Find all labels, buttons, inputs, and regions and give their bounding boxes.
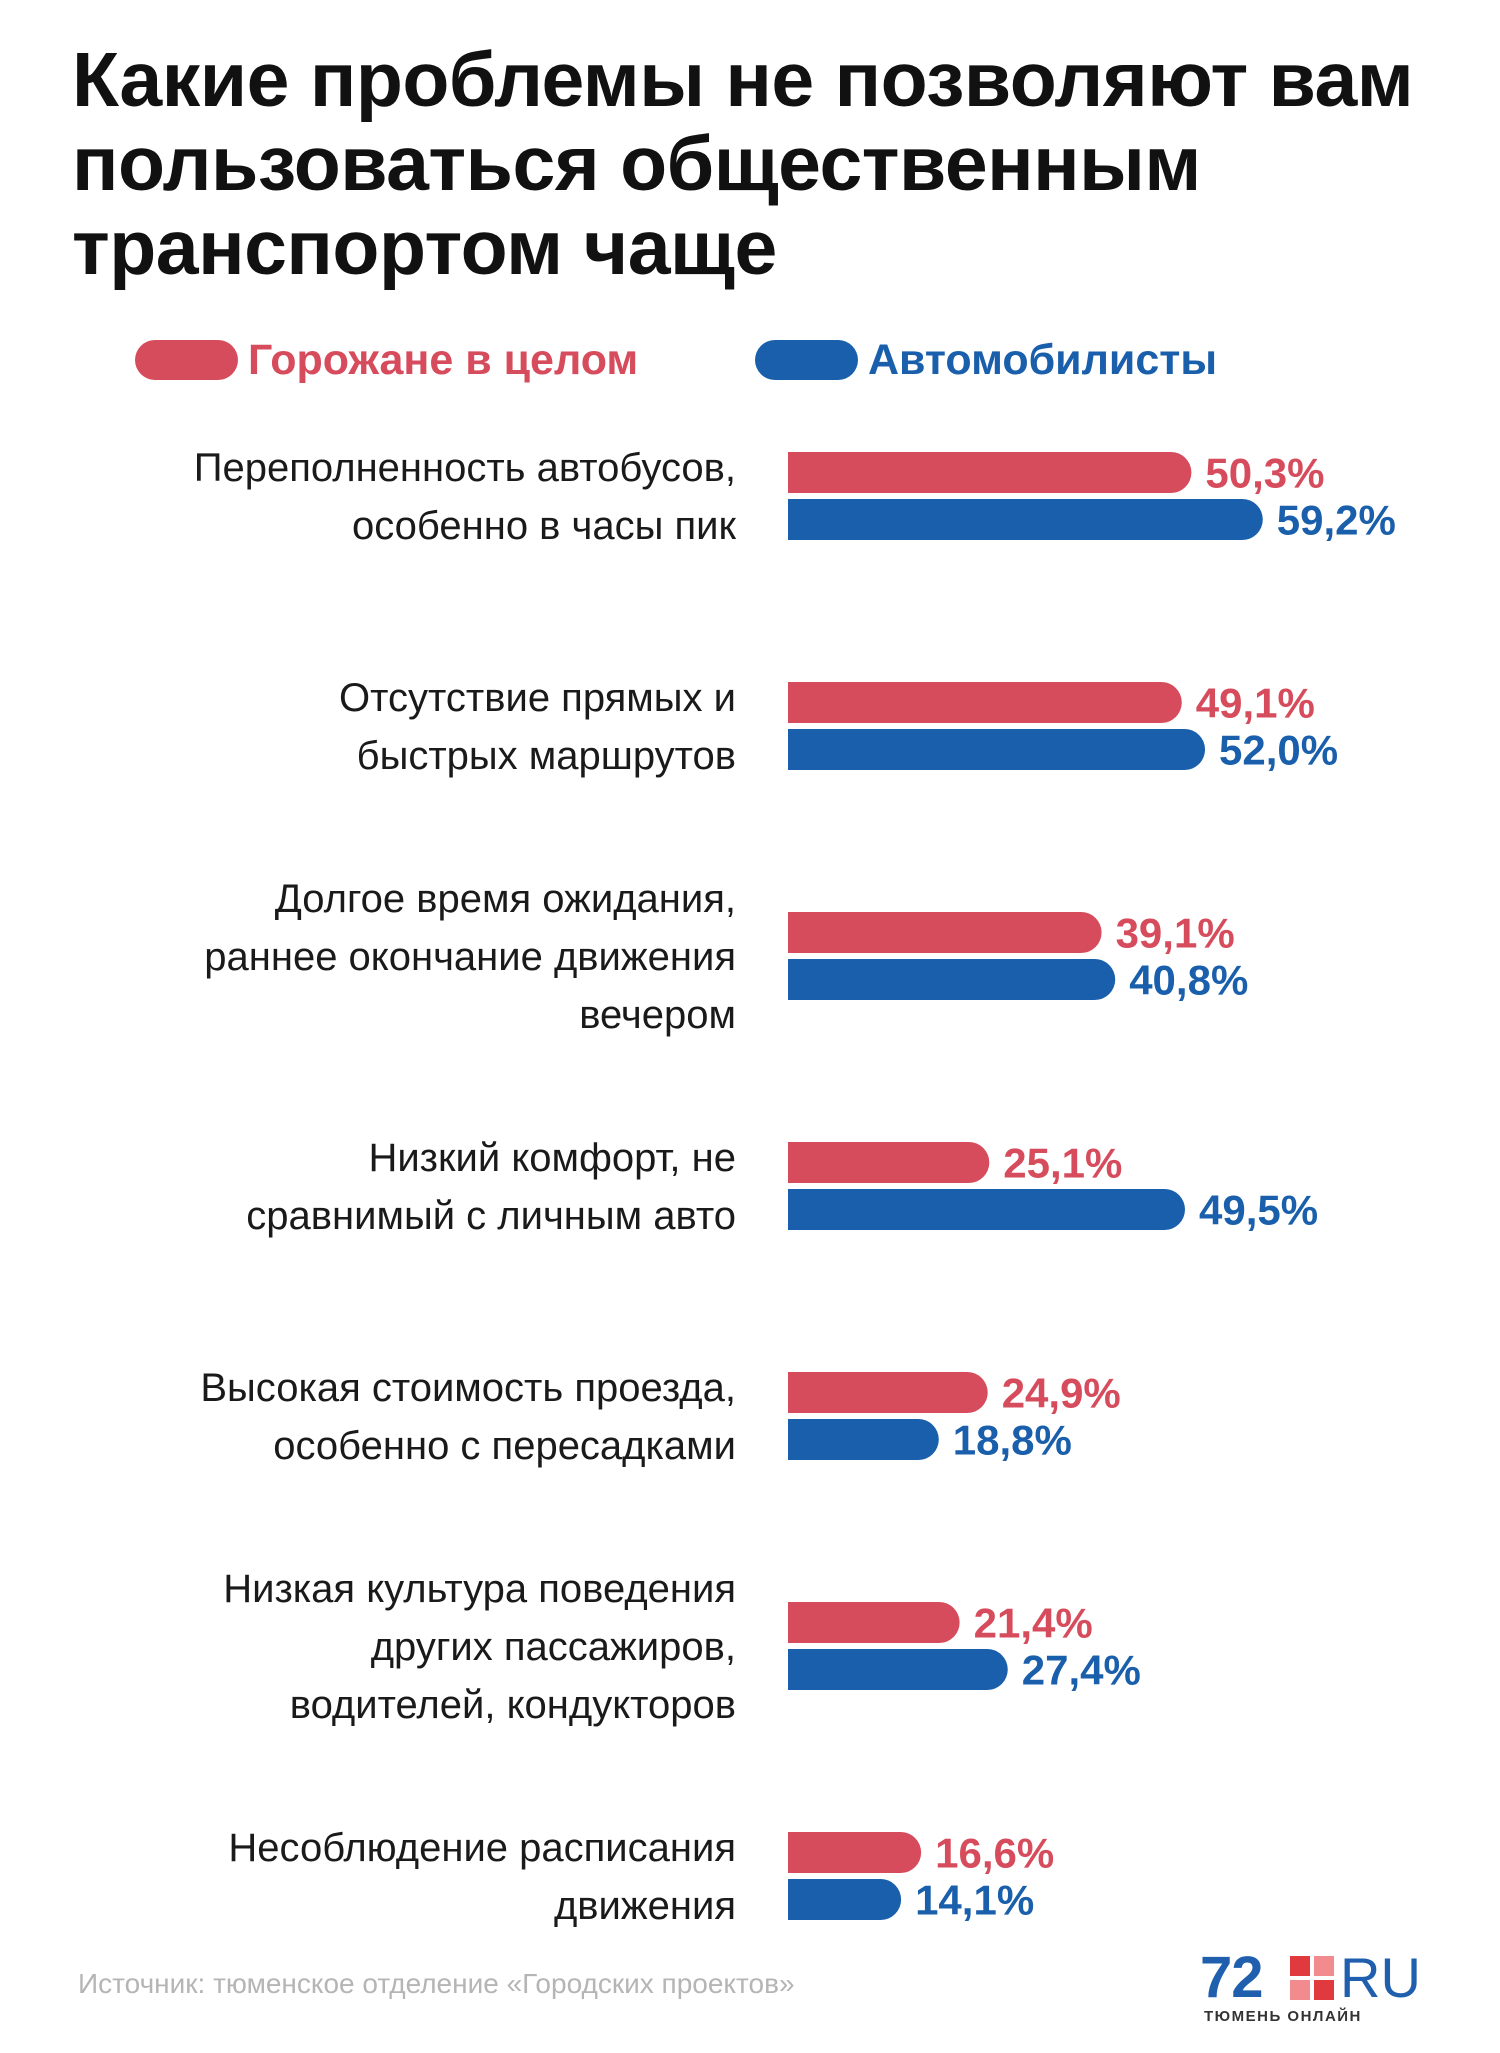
value-label-citizens: 16,6% (935, 1830, 1054, 1877)
value-label-drivers: 14,1% (915, 1877, 1034, 1924)
bar-citizens (788, 682, 1182, 723)
logo-suffix: RU (1340, 1946, 1421, 2009)
logo-72ru: 72 RU ТЮМЕНЬ ОНЛАЙН (1200, 1948, 1440, 2028)
value-label-drivers: 18,8% (953, 1417, 1072, 1464)
bar-drivers (788, 1879, 902, 1920)
logo-subtitle: ТЮМЕНЬ ОНЛАЙН (1204, 2008, 1362, 2025)
value-label-citizens: 39,1% (1116, 910, 1235, 957)
category-label: Переполненность автобусов, особенно в час… (194, 446, 737, 548)
legend-item-drivers: Автомобилисты (755, 330, 1217, 390)
legend-swatch-citizens (135, 340, 238, 380)
bar-citizens (788, 452, 1192, 493)
source-note: Источник: тюменское отделение «Городских… (78, 1968, 795, 1999)
bar-drivers (788, 499, 1263, 540)
bar-drivers (788, 1189, 1185, 1230)
bar-citizens (788, 1142, 990, 1183)
legend-label-citizens: Горожане в целом (248, 335, 639, 384)
bar-drivers (788, 1419, 939, 1460)
value-label-citizens: 25,1% (1003, 1140, 1122, 1187)
legend-item-citizens: Горожане в целом (135, 330, 638, 390)
legend-label-drivers: Автомобилисты (868, 335, 1218, 384)
category-label: Низкая культура поведения других пассажир… (223, 1567, 736, 1727)
value-label-citizens: 21,4% (974, 1600, 1093, 1647)
value-label-drivers: 40,8% (1129, 957, 1248, 1004)
bar-citizens (788, 1602, 960, 1643)
category-label: Несоблюдение расписания движения (228, 1826, 736, 1928)
logo-squares-icon (1290, 1956, 1334, 2000)
value-label-drivers: 49,5% (1199, 1187, 1318, 1234)
legend-swatch-drivers (755, 340, 858, 380)
category-label: Низкий комфорт, не сравнимый с личным авт… (246, 1136, 736, 1238)
value-label-citizens: 50,3% (1205, 450, 1324, 497)
value-label-citizens: 24,9% (1002, 1370, 1121, 1417)
bar-drivers (788, 959, 1116, 1000)
value-label-drivers: 52,0% (1219, 727, 1338, 774)
bar-citizens (788, 912, 1102, 953)
value-label-drivers: 27,4% (1022, 1647, 1141, 1694)
value-label-drivers: 59,2% (1277, 497, 1396, 544)
bar-drivers (788, 729, 1206, 770)
chart-title: Какие проблемы не позволяют вам пользова… (72, 37, 1414, 291)
legend: Горожане в целом Автомобилисты (0, 330, 1500, 390)
bar-drivers (788, 1649, 1008, 1690)
value-label-citizens: 49,1% (1196, 680, 1315, 727)
category-label: Долгое время ожидания, раннее окончание д… (204, 877, 736, 1037)
category-label: Высокая стоимость проезда, особенно с пер… (200, 1366, 736, 1468)
category-label: Отсутствие прямых и быстрых маршрутов (339, 676, 736, 778)
bar-citizens (788, 1832, 922, 1873)
logo-number: 72 (1200, 1945, 1264, 2010)
bar-citizens (788, 1372, 988, 1413)
